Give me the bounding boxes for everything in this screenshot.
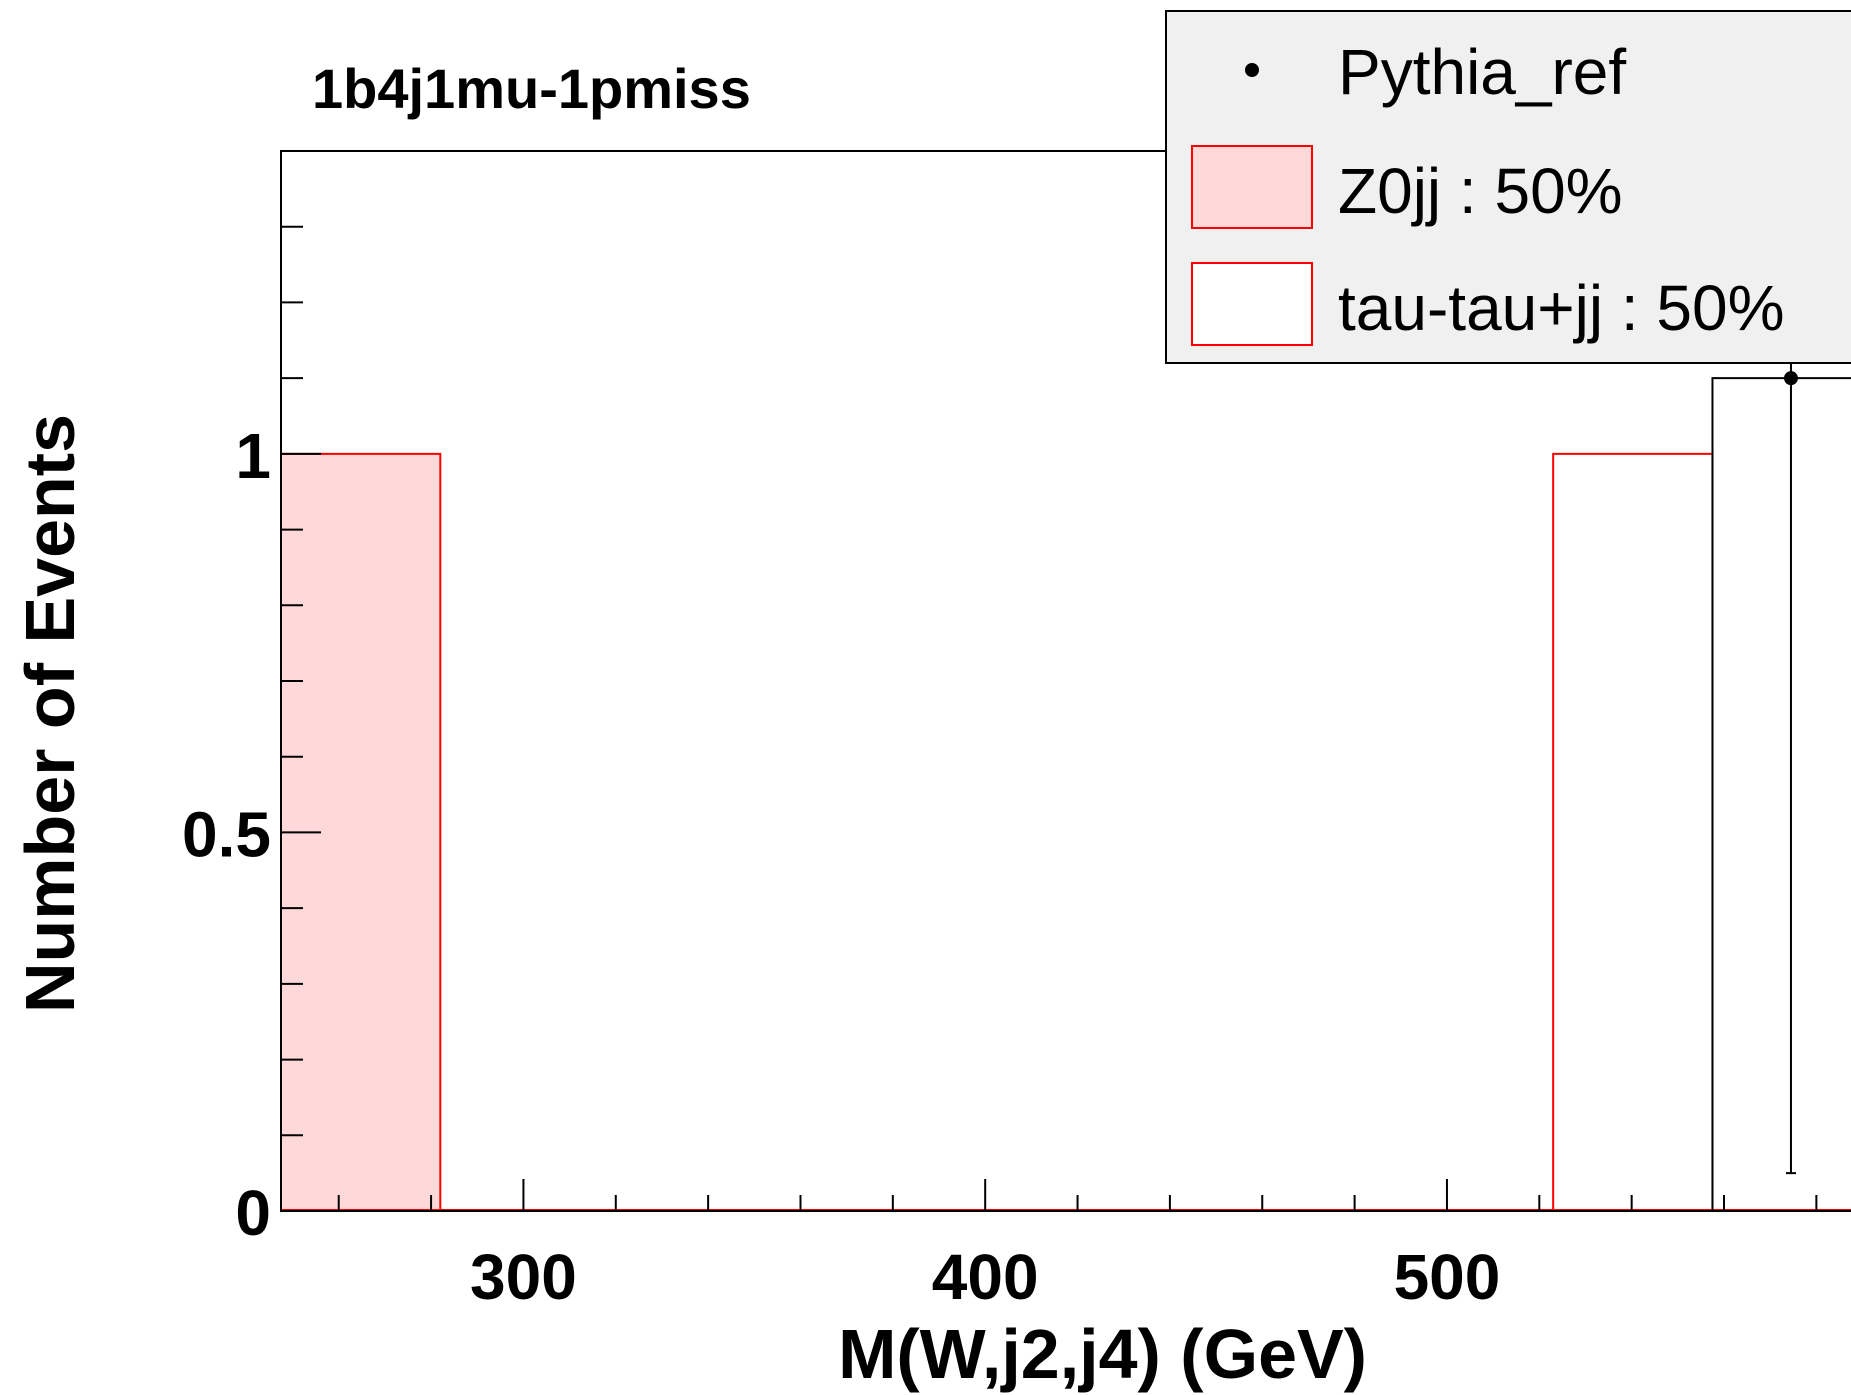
chart-title: 1b4j1mu-1pmiss xyxy=(312,57,751,120)
y-tick-label: 1 xyxy=(235,420,271,492)
bar-1-0 xyxy=(1553,453,1713,1211)
legend-swatch-2 xyxy=(1191,262,1313,346)
legend-swatch-1 xyxy=(1191,145,1313,229)
x-tick-label: 300 xyxy=(470,1241,577,1313)
legend-label-0: Pythia_ref xyxy=(1338,36,1626,108)
legend-label-1: Z0jj : 50% xyxy=(1338,155,1623,227)
data-point-0 xyxy=(1783,371,1798,386)
y-tick-label: 0.5 xyxy=(182,798,271,870)
x-axis-title: M(W,j2,j4) (GeV) xyxy=(838,1315,1367,1393)
y-tick-label: 0 xyxy=(235,1177,271,1249)
legend-label-2: tau-tau+jj : 50% xyxy=(1338,272,1785,344)
legend-marker-pythia xyxy=(1245,63,1259,77)
legend: Pythia_ref Z0jj : 50% tau-tau+jj : 50% xyxy=(1165,10,1851,364)
ref-step-0 xyxy=(1711,377,1851,1211)
x-tick-label: 500 xyxy=(1394,1241,1501,1313)
axes: 300 400 500 0 0.5 1 xyxy=(182,150,1851,1313)
plot-area xyxy=(280,151,1851,1211)
y-axis-title: Number of Events xyxy=(11,414,89,1013)
x-tick-label: 400 xyxy=(932,1241,1039,1313)
